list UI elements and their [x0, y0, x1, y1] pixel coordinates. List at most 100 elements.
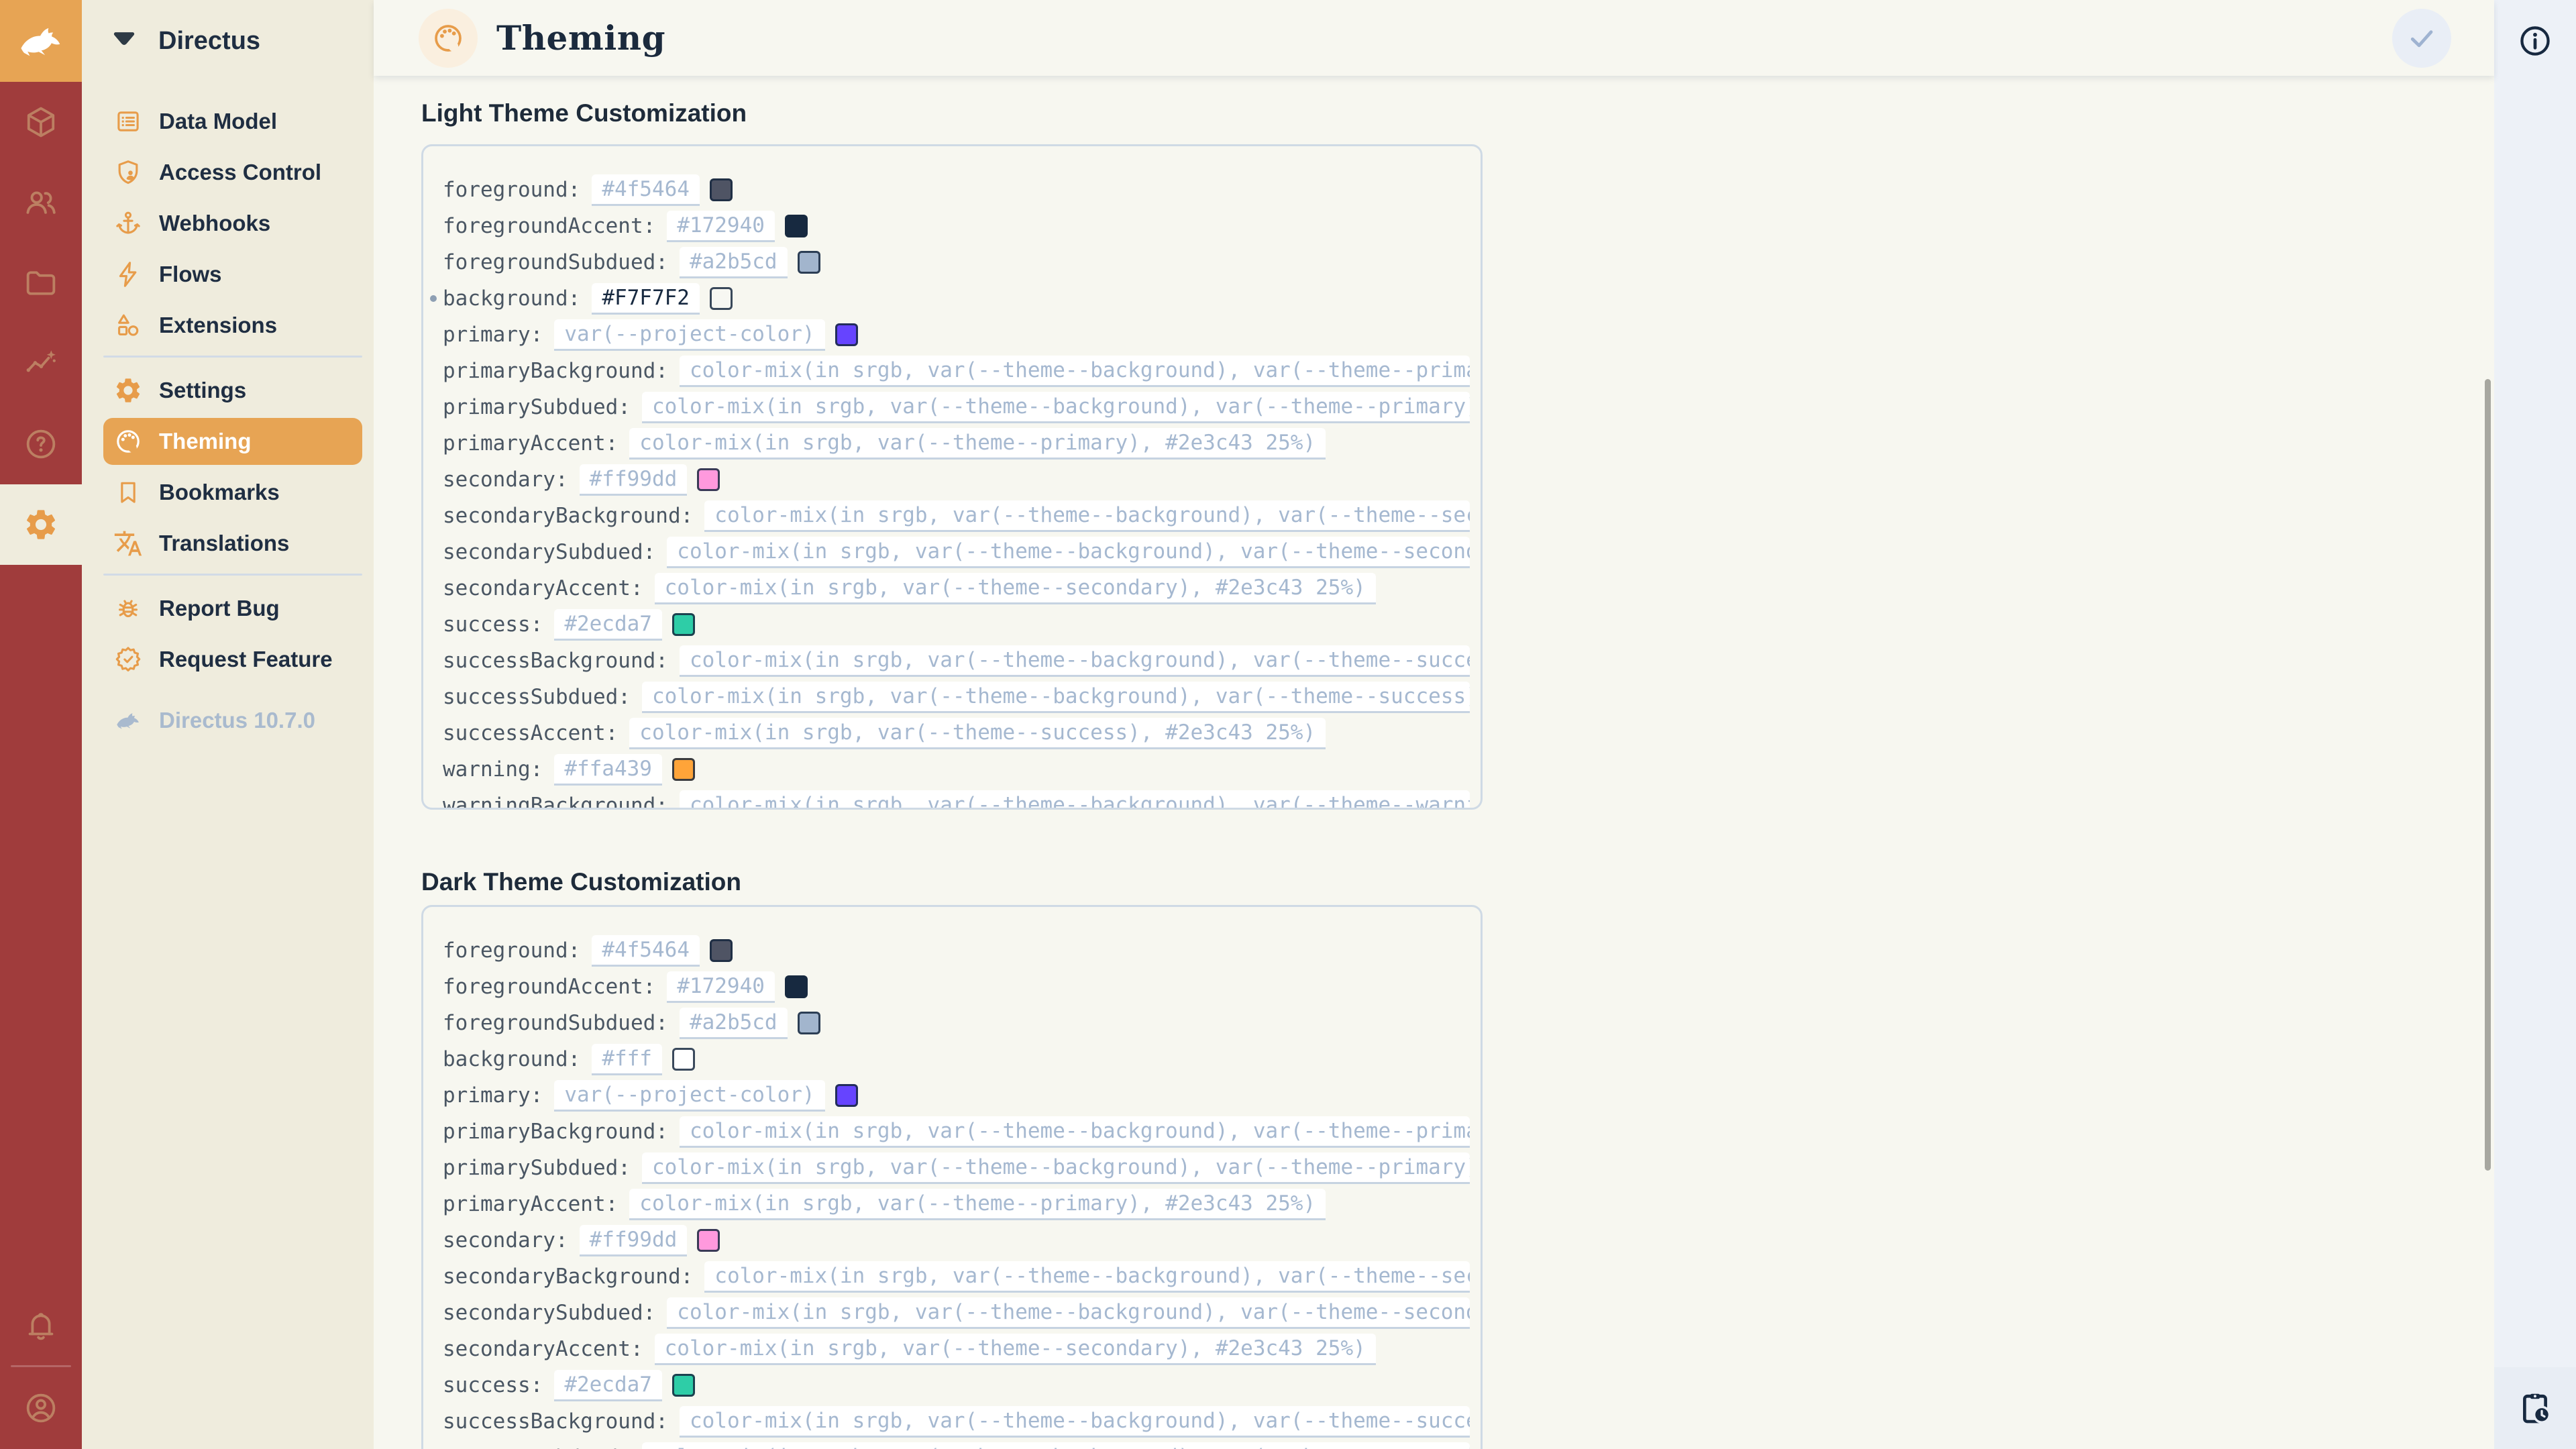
theme-box-light: foreground: #4f5464 foregroundAccent: #1729…	[421, 144, 1483, 810]
bookmark-icon	[113, 478, 143, 507]
variable-value-input[interactable]: color-mix(in srgb, var(--theme--backgrou…	[641, 391, 1470, 423]
theme-variable-row-secondaryaccent-: secondaryAccent: color-mix(in srgb, var(-…	[443, 570, 1470, 606]
sidebar-item-webhooks[interactable]: Webhooks	[103, 200, 362, 247]
variable-value-input[interactable]: #a2b5cd	[679, 1007, 788, 1039]
theme-variable-row-successsubdued-: successSubdued: color-mix(in srgb, var(--…	[443, 679, 1470, 715]
variable-value-input[interactable]: color-mix(in srgb, var(--theme--secondar…	[654, 572, 1376, 604]
variable-value-input[interactable]: #fff	[592, 1043, 662, 1075]
sidebar-item-access-control[interactable]: Access Control	[103, 149, 362, 196]
variable-name: secondaryBackground:	[443, 504, 694, 528]
sidebar-item-extensions[interactable]: Extensions	[103, 302, 362, 349]
variable-value-input[interactable]: #2ecda7	[554, 1369, 662, 1401]
variable-value-input[interactable]: color-mix(in srgb, var(--theme--backgrou…	[641, 1442, 1470, 1449]
user-avatar-button[interactable]	[0, 1367, 82, 1449]
sidebar-item-bookmarks[interactable]: Bookmarks	[103, 469, 362, 516]
variable-value-input[interactable]: color-mix(in srgb, var(--theme--success)…	[629, 717, 1326, 749]
sidebar-item-label: Access Control	[159, 160, 322, 184]
variable-value-input[interactable]: color-mix(in srgb, var(--theme--backgrou…	[679, 1405, 1470, 1438]
cube-icon	[23, 104, 59, 140]
color-swatch[interactable]	[672, 613, 695, 636]
variable-value-input[interactable]: color-mix(in srgb, var(--theme--backgrou…	[704, 500, 1470, 532]
theme-variable-row-primarysubdued-: primarySubdued: color-mix(in srgb, var(--…	[443, 389, 1470, 425]
variable-value-input[interactable]: var(--project-color)	[554, 319, 825, 351]
module-content[interactable]	[0, 82, 82, 162]
variable-value-input[interactable]: color-mix(in srgb, var(--theme--backgrou…	[704, 1260, 1470, 1293]
theme-variable-row-success-: success: #2ecda7	[443, 1367, 1470, 1403]
module-insights[interactable]	[0, 323, 82, 404]
project-header[interactable]: Directus	[82, 0, 374, 82]
color-swatch[interactable]	[709, 178, 733, 201]
variable-value-input[interactable]: #ff99dd	[579, 1224, 688, 1256]
module-settings[interactable]	[0, 484, 82, 565]
color-swatch[interactable]	[784, 215, 808, 237]
variable-name: primary:	[443, 1083, 543, 1108]
save-button[interactable]	[2392, 8, 2451, 68]
color-swatch[interactable]	[835, 1084, 858, 1107]
color-swatch[interactable]	[709, 287, 733, 310]
bell-icon	[23, 1307, 59, 1343]
clipboard-clock-icon	[2516, 1389, 2554, 1427]
color-swatch[interactable]	[697, 1229, 720, 1252]
sidebar-item-report-bug[interactable]: Report Bug	[103, 585, 362, 632]
variable-value-input[interactable]: color-mix(in srgb, var(--theme--primary)…	[629, 427, 1326, 460]
theme-variable-row-primaryaccent-: primaryAccent: color-mix(in srgb, var(--t…	[443, 425, 1470, 462]
theme-box-dark: foreground: #4f5464 foregroundAccent: #1729…	[421, 905, 1483, 1449]
sidebar-item-settings[interactable]: Settings	[103, 367, 362, 414]
color-swatch[interactable]	[672, 1048, 695, 1071]
sidebar-item-flows[interactable]: Flows	[103, 251, 362, 298]
color-swatch[interactable]	[709, 939, 733, 962]
variable-value-input[interactable]: #ffa439	[554, 753, 662, 786]
theme-variable-row-foreground-: foreground: #4f5464	[443, 172, 1470, 208]
color-swatch[interactable]	[784, 975, 808, 998]
variable-value-input[interactable]: color-mix(in srgb, var(--theme--backgrou…	[679, 645, 1470, 677]
color-swatch[interactable]	[797, 251, 820, 274]
module-docs[interactable]	[0, 404, 82, 484]
color-swatch[interactable]	[797, 1012, 820, 1034]
info-button[interactable]	[2494, 0, 2576, 82]
variable-value-input[interactable]: #2ecda7	[554, 608, 662, 641]
variable-value-input[interactable]: color-mix(in srgb, var(--theme--primary)…	[629, 1188, 1326, 1220]
theme-variable-row-primarysubdued-: primarySubdued: color-mix(in srgb, var(--…	[443, 1150, 1470, 1186]
color-swatch[interactable]	[672, 1374, 695, 1397]
sidebar-item-theming[interactable]: Theming	[103, 418, 362, 465]
theme-variable-row-background-: background: #F7F7F2	[430, 280, 1470, 317]
variable-value-input[interactable]: #a2b5cd	[679, 246, 788, 278]
variable-name: foregroundSubdued:	[443, 250, 668, 274]
variable-value-input[interactable]: color-mix(in srgb, var(--theme--backgrou…	[641, 681, 1470, 713]
theme-variable-row-secondary-: secondary: #ff99dd	[443, 462, 1470, 498]
theme-variable-row-secondarysubdued-: secondarySubdued: color-mix(in srgb, var(…	[443, 1295, 1470, 1331]
variable-value-input[interactable]: #F7F7F2	[592, 282, 700, 315]
account-icon	[23, 1390, 59, 1426]
notifications-button[interactable]	[0, 1285, 82, 1365]
sidebar-item-label: Bookmarks	[159, 480, 280, 504]
variable-value-input[interactable]: color-mix(in srgb, var(--theme--backgrou…	[667, 536, 1470, 568]
theme-variable-row-successaccent-: successAccent: color-mix(in srgb, var(--t…	[443, 715, 1470, 751]
variable-value-input[interactable]: #4f5464	[592, 934, 700, 967]
color-swatch[interactable]	[697, 468, 720, 491]
vertical-scrollbar[interactable]	[2485, 379, 2491, 1171]
color-swatch[interactable]	[835, 323, 858, 346]
shield-user-icon	[113, 158, 143, 187]
variable-value-input[interactable]: var(--project-color)	[554, 1079, 825, 1112]
module-users[interactable]	[0, 162, 82, 243]
revisions-button[interactable]	[2494, 1367, 2576, 1449]
variable-value-input[interactable]: #172940	[667, 210, 775, 242]
theme-variable-row-secondaryaccent-: secondaryAccent: color-mix(in srgb, var(-…	[443, 1331, 1470, 1367]
variable-value-input[interactable]: #4f5464	[592, 174, 700, 206]
variable-value-input[interactable]: color-mix(in srgb, var(--theme--backgrou…	[679, 790, 1470, 808]
directus-logo[interactable]	[0, 0, 82, 82]
variable-value-input[interactable]: #172940	[667, 971, 775, 1003]
module-files[interactable]	[0, 243, 82, 323]
color-swatch[interactable]	[672, 758, 695, 781]
sidebar-item-request-feature[interactable]: Request Feature	[103, 636, 362, 683]
theme-variable-row-secondarybackground-: secondaryBackground: color-mix(in srgb, v…	[443, 498, 1470, 534]
theme-variable-row-secondarybackground-: secondaryBackground: color-mix(in srgb, v…	[443, 1258, 1470, 1295]
variable-value-input[interactable]: color-mix(in srgb, var(--theme--backgrou…	[679, 355, 1470, 387]
variable-value-input[interactable]: color-mix(in srgb, var(--theme--backgrou…	[679, 1116, 1470, 1148]
variable-value-input[interactable]: color-mix(in srgb, var(--theme--backgrou…	[641, 1152, 1470, 1184]
variable-value-input[interactable]: #ff99dd	[579, 464, 688, 496]
variable-value-input[interactable]: color-mix(in srgb, var(--theme--backgrou…	[667, 1297, 1470, 1329]
sidebar-item-translations[interactable]: Translations	[103, 520, 362, 567]
sidebar-item-data-model[interactable]: Data Model	[103, 98, 362, 145]
variable-value-input[interactable]: color-mix(in srgb, var(--theme--secondar…	[654, 1333, 1376, 1365]
